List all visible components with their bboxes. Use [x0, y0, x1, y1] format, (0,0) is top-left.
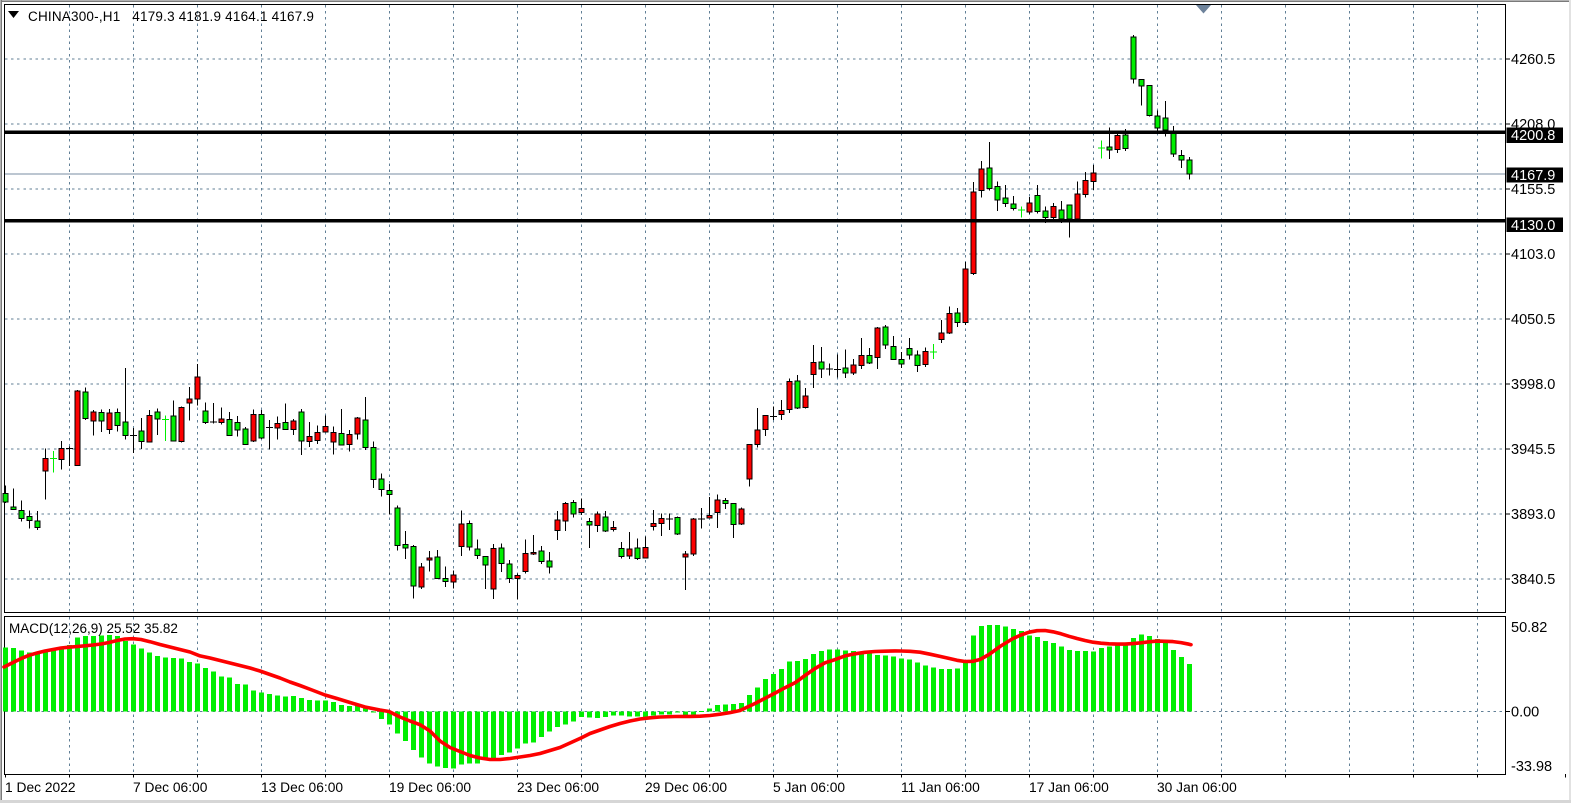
svg-text:11 Jan 06:00: 11 Jan 06:00	[901, 780, 980, 795]
svg-text:MACD(12,26,9) 25.52 35.82: MACD(12,26,9) 25.52 35.82	[9, 621, 178, 636]
svg-text:7 Dec 06:00: 7 Dec 06:00	[133, 780, 208, 795]
svg-text:CHINA300-,H1 4179.3 4181.9 4: CHINA300-,H1 4179.3 4181.9 4164.1 4167.9	[28, 9, 314, 24]
svg-text:4155.5: 4155.5	[1511, 182, 1555, 198]
svg-text:4200.8: 4200.8	[1511, 128, 1555, 144]
svg-text:5 Jan 06:00: 5 Jan 06:00	[773, 780, 845, 795]
svg-text:4260.5: 4260.5	[1511, 52, 1555, 68]
svg-text:4050.5: 4050.5	[1511, 312, 1555, 328]
svg-text:-33.98: -33.98	[1511, 759, 1552, 775]
svg-text:13 Dec 06:00: 13 Dec 06:00	[261, 780, 343, 795]
svg-text:4103.0: 4103.0	[1511, 247, 1555, 263]
svg-text:19 Dec 06:00: 19 Dec 06:00	[389, 780, 471, 795]
svg-text:0.00: 0.00	[1511, 704, 1539, 720]
svg-text:3893.0: 3893.0	[1511, 507, 1555, 523]
svg-text:23 Dec 06:00: 23 Dec 06:00	[517, 780, 599, 795]
svg-text:4167.9: 4167.9	[1511, 168, 1555, 184]
svg-text:30 Jan 06:00: 30 Jan 06:00	[1157, 780, 1237, 795]
svg-text:4130.0: 4130.0	[1511, 218, 1555, 234]
svg-text:3945.5: 3945.5	[1511, 442, 1555, 458]
svg-text:3840.5: 3840.5	[1511, 572, 1555, 588]
svg-text:17 Jan 06:00: 17 Jan 06:00	[1029, 780, 1109, 795]
svg-text:3998.0: 3998.0	[1511, 377, 1555, 393]
svg-text:29 Dec 06:00: 29 Dec 06:00	[645, 780, 727, 795]
svg-text:1 Dec 2022: 1 Dec 2022	[5, 780, 76, 795]
svg-text:50.82: 50.82	[1511, 620, 1547, 636]
